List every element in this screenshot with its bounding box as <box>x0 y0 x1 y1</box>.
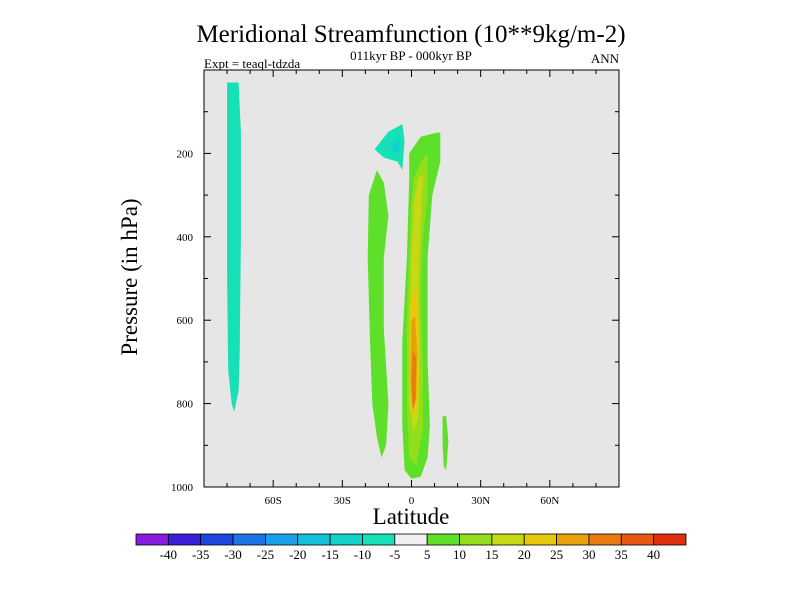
colorbar-swatch <box>556 533 590 546</box>
colorbar-swatch <box>459 533 493 546</box>
axis-ticks: 60S 30S 0 30N 60N 200 400 600 800 1000 <box>171 70 619 507</box>
colorbar-label: 30 <box>582 547 595 562</box>
colorbar-label: 20 <box>518 547 531 562</box>
colorbar-swatch <box>588 533 622 546</box>
x-axis-label: Latitude <box>373 504 450 529</box>
colorbar-swatch <box>362 533 396 546</box>
colorbar-label: -25 <box>257 547 274 562</box>
colorbar-swatch <box>523 533 557 546</box>
y-tick-label: 1000 <box>171 482 194 494</box>
x-tick-label: 30S <box>334 495 351 507</box>
colorbar-label: -35 <box>192 547 209 562</box>
colorbar-label: 40 <box>647 547 660 562</box>
contour-region-tropical-band-south <box>367 170 389 458</box>
colorbar-swatch <box>394 533 428 546</box>
contour-region-upper-negative-core <box>390 140 400 154</box>
colorbar-swatch <box>265 533 299 546</box>
x-tick-label: 30N <box>471 495 490 507</box>
colorbar-swatch <box>135 533 169 546</box>
colorbar-label: -5 <box>389 547 400 562</box>
y-tick-label: 600 <box>177 315 194 327</box>
colorbar-swatch <box>167 533 202 546</box>
colorbar-label: 5 <box>424 547 431 562</box>
contour-regions <box>227 82 449 479</box>
colorbar-swatch <box>232 533 266 546</box>
colorbar-swatch <box>620 533 655 546</box>
colorbar-label: -15 <box>321 547 338 562</box>
colorbar-swatch <box>653 533 687 546</box>
y-axis-label: Pressure (in hPa) <box>117 198 142 355</box>
x-tick-label: 60N <box>540 495 559 507</box>
y-tick-label: 400 <box>177 232 194 244</box>
chart-title: Meridional Streamfunction (10**9kg/m-2) <box>196 21 625 48</box>
colorbar-label: 25 <box>550 547 563 562</box>
colorbar-swatch <box>491 533 525 546</box>
colorbar-label: -30 <box>224 547 241 562</box>
contour-region-southern-cell <box>227 82 241 412</box>
chart-subtitle: 011kyr BP - 000kyr BP <box>350 48 472 63</box>
colorbar-label: -10 <box>354 547 371 562</box>
colorbar-label: 15 <box>485 547 498 562</box>
experiment-label: Expt = teaql-tdzda <box>204 56 300 71</box>
x-tick-label: 60S <box>265 495 282 507</box>
colorbar-label: -20 <box>289 547 306 562</box>
colorbar-label: 35 <box>615 547 628 562</box>
season-label: ANN <box>591 51 620 66</box>
colorbar-swatch <box>297 533 331 546</box>
y-tick-label: 800 <box>177 399 194 411</box>
colorbar-swatch <box>329 533 363 546</box>
colorbar-swatch <box>200 533 234 546</box>
colorbar-label: 10 <box>453 547 466 562</box>
x-tick-label: 0 <box>409 495 415 507</box>
contour-region-tropical-main-30 <box>411 349 417 410</box>
contour-region-small-north-cell <box>442 416 449 471</box>
contour-region-upper-negative-cell <box>374 124 405 171</box>
colorbar-swatch <box>426 533 460 546</box>
y-tick-label: 200 <box>177 148 194 160</box>
colorbar: -40 -35 -30 -25 -20 -15 -10 -5 5 10 15 20 25 30 35 40 <box>135 533 687 562</box>
colorbar-label: -40 <box>160 547 177 562</box>
